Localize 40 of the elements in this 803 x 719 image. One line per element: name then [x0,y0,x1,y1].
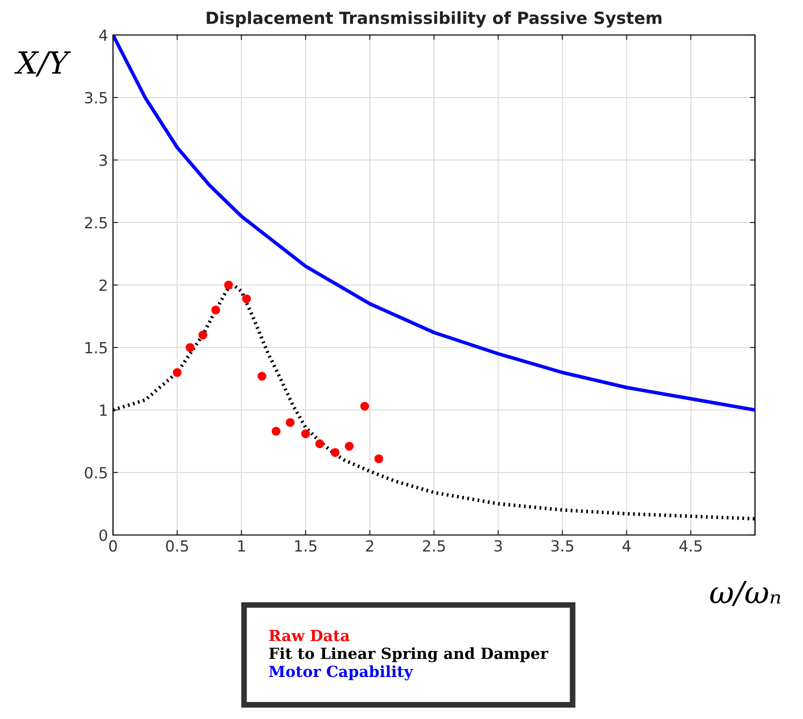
point [330,448,340,457]
x-tick-label: 4.5 [679,540,702,552]
point [286,418,295,427]
point [315,439,324,448]
point [360,402,370,411]
point [272,426,280,436]
point [258,372,266,381]
chart-title: Displacement Transmissibility of Passive System [206,11,662,28]
point [172,368,182,377]
y-axis-title: X/Y [14,51,71,76]
y-tick-label: 1.5 [86,342,107,354]
x-tick-label: 2 [366,540,374,552]
y-tick-label: 1 [100,404,107,416]
point [301,429,310,438]
y-tick-label: 3 [100,154,107,166]
y-tick-label: 4 [99,30,108,41]
y-tick-label: 0 [99,529,108,542]
y-tick-label: 2 [100,279,107,291]
y-tick-label: 0.5 [84,466,107,479]
x-tick-label: 4 [622,540,631,552]
text: Motor Capability [269,665,414,680]
x-tick-label: 3 [494,540,502,552]
x-tick-label: 3.5 [551,540,574,552]
point [224,280,233,290]
point [374,454,384,464]
x-tick-label: 2.5 [422,540,445,552]
x-tick-label: 1 [238,540,245,552]
point [198,330,208,340]
point [242,294,251,304]
point [186,343,194,352]
point [344,442,354,451]
x-tick-label: 0.5 [166,540,188,552]
y-tick-label: 3.5 [85,92,107,104]
text: Fit to Linear Spring and Damper [269,647,548,662]
point [211,306,220,314]
x-tick-label: 0 [109,540,117,552]
x-tick-label: 1.5 [295,540,316,552]
text: Raw Data [269,630,350,642]
x-axis-title: ω/ωₙ [710,580,780,606]
y-tick-label: 2.5 [84,216,107,229]
